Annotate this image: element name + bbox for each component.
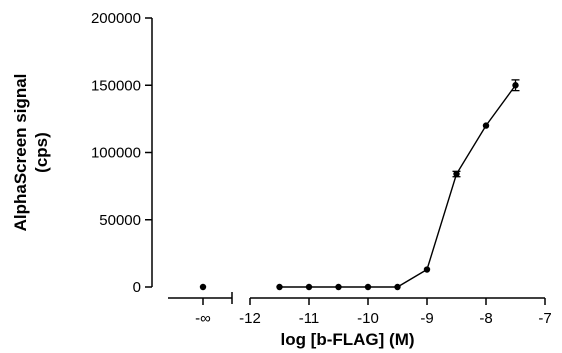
x-tick-label: -10 xyxy=(357,310,379,327)
y-tick-label: 50000 xyxy=(99,212,141,229)
x-tick-label: -7 xyxy=(538,310,551,327)
y-tick-label: 100000 xyxy=(91,145,141,162)
data-point xyxy=(335,283,342,291)
data-point xyxy=(276,283,283,291)
x-axis-title: log [b-FLAG] (M) xyxy=(280,330,414,349)
data-point xyxy=(453,170,460,178)
y-tick-label: 200000 xyxy=(91,10,141,27)
data-point xyxy=(512,82,519,89)
x-tick-label: -12 xyxy=(239,310,261,327)
y-tick-label: 150000 xyxy=(91,77,141,94)
series-line xyxy=(279,84,517,288)
x-tick-label: -9 xyxy=(420,310,433,327)
data-point xyxy=(482,122,490,129)
ticks xyxy=(145,17,546,305)
y-tick-label: 0 xyxy=(133,279,141,296)
data-point xyxy=(364,283,372,291)
data-point xyxy=(305,283,313,291)
data-point-zero-concentration xyxy=(199,283,207,291)
x-tick-label: -8 xyxy=(479,310,492,327)
data-point xyxy=(423,266,431,273)
y-axis-title-line1: AlphaScreen signal xyxy=(11,74,30,232)
x-tick-label: -11 xyxy=(299,310,320,327)
series xyxy=(199,79,520,291)
x-tick-label-infinity: -∞ xyxy=(195,310,211,327)
y-axis-title-line2: (cps) xyxy=(32,132,51,173)
tick-labels: 0 50000 100000 150000 200000 -12 -11 -10 -9 -8 -7 -… xyxy=(91,10,552,327)
data-point xyxy=(394,283,401,291)
axes xyxy=(151,18,545,304)
